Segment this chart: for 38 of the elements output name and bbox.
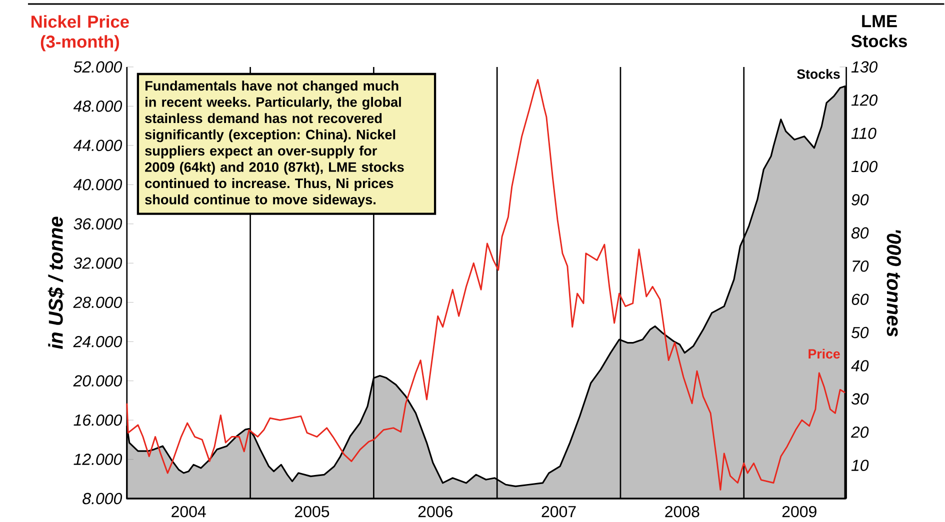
y-tick-label: 36.000 [74, 218, 122, 230]
y2-tick-label: 120 [851, 94, 878, 106]
x-tick-label: 2005 [295, 506, 330, 518]
y2-tick-label: 10 [851, 460, 869, 472]
series-label: Price [808, 348, 840, 359]
y-tick-label: 48.000 [73, 100, 122, 112]
x-tick-label: 2008 [665, 506, 700, 518]
y2-tick-label: 40 [851, 360, 869, 372]
annotation: Fundamentals have not changed much in recent weeks. Particularly, the global stainless demand has not recovered significantly (exception: China). Nickel suppliers expect an over-supply for 2009 (64kt) and 2010 (87kt), LME stocks continued to increase. Thus, Ni prices should continue to move sideways. [145, 80, 404, 208]
y2-tick-label: 90 [852, 194, 869, 206]
y-tick-label: 44.000 [73, 140, 122, 152]
y-tick-label: 40.000 [73, 179, 122, 190]
x-tick-label: 2009 [782, 506, 816, 518]
y-tick-label: 52.000 [74, 61, 122, 73]
y2-tick-label: 100 [851, 161, 878, 172]
x-tick-label: 2006 [418, 506, 452, 518]
y2-tick-label: 130 [851, 61, 878, 73]
y-tick-label: 28.000 [73, 296, 122, 308]
y-tick-label: 20.000 [73, 375, 122, 387]
y2-tick-label: 80 [851, 227, 869, 239]
text: LME Stocks [851, 15, 907, 48]
y-tick-label: 8.000 [82, 493, 122, 504]
y2-tick-label: 30 [851, 393, 869, 405]
x-tick-label: 2007 [542, 506, 576, 518]
y-tick-label: 16.000 [74, 414, 122, 426]
y2-tick-label: 60 [852, 294, 869, 306]
y2-tick-label: 70 [852, 260, 869, 272]
y2-tick-label: 110 [851, 128, 876, 140]
y2-tick-label: 50 [851, 327, 869, 338]
series-label: Stocks [797, 69, 840, 79]
y2-axis-title: '000 tonnes [886, 230, 901, 337]
y-axis-title: in US$ / tonne [48, 216, 64, 350]
y-tick-label: 12.000 [74, 454, 122, 466]
y2-tick-label: 20 [850, 426, 869, 438]
y-tick-label: 32.000 [74, 258, 122, 269]
x-tick-label: 2004 [172, 506, 206, 518]
y-tick-label: 24.000 [73, 336, 122, 348]
text: Nickel Price (3-month) [32, 15, 129, 52]
